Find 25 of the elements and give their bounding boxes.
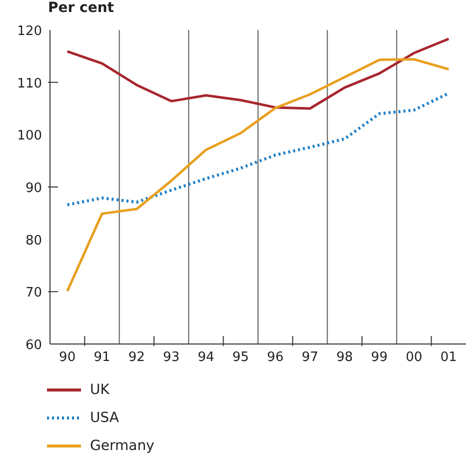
legend-label: USA: [90, 410, 119, 426]
legend-label: Germany: [90, 438, 154, 454]
line-series: [66, 38, 450, 110]
y-tick-label: 70: [25, 286, 42, 301]
x-tick-label: 96: [267, 350, 284, 365]
x-tick-label: 94: [198, 350, 214, 365]
x-tick-label: 99: [371, 350, 388, 365]
x-tick-label: 95: [232, 350, 249, 365]
y-tick-label: 100: [17, 128, 42, 144]
x-tick-label: 00: [406, 350, 422, 365]
y-tick-label: 60: [25, 338, 42, 353]
x-tick-label: 98: [336, 350, 353, 365]
x-tick-label: 91: [94, 350, 110, 365]
y-tick-label: 80: [25, 233, 42, 248]
x-tick-label: 93: [163, 350, 180, 365]
y-tick-label: 110: [17, 76, 42, 92]
y-tick-label: 120: [17, 24, 42, 39]
y-tick-label: 90: [25, 181, 42, 196]
line-series: [66, 58, 450, 292]
x-tick-label: 90: [59, 350, 76, 365]
y-axis-title: Per cent: [47, 0, 115, 18]
x-tick-label: 01: [440, 350, 457, 365]
x-tick-label: 92: [128, 350, 145, 365]
legend-label: UK: [90, 382, 110, 398]
x-tick-label: 97: [302, 350, 318, 365]
